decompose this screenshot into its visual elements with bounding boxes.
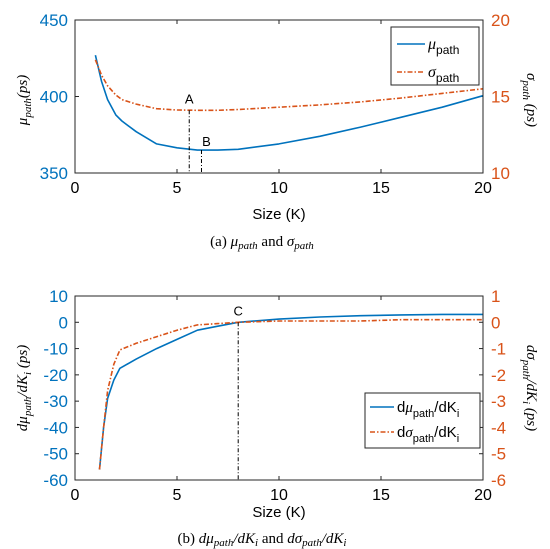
panel-a-legend-box	[390, 26, 480, 86]
panel-b-legend: dμpath/dKi dσpath/dKi	[364, 392, 481, 449]
caption-b-dmu: dμ	[199, 531, 215, 547]
panel-b-xtick-label: 15	[372, 487, 390, 504]
panel-b-ytick-left-label: -30	[43, 392, 68, 411]
panel-b-ylabel-right-unit: (ps)	[523, 404, 539, 431]
panel-b-ytick-right-label: -4	[491, 418, 506, 437]
caption-b-and: and	[258, 531, 287, 547]
caption-b-dsigma-sub: path	[301, 537, 322, 549]
panel-a-xtick-label: 15	[372, 180, 390, 197]
panel-b-ytick-right-label: 1	[491, 287, 500, 306]
panel-b-annotations: C	[234, 303, 243, 480]
caption-b-prefix: (b)	[178, 531, 199, 547]
caption-b-dmu-sub: path	[213, 537, 234, 549]
panel-b-ytick-left-label: -50	[43, 445, 68, 464]
panel-b-series-1-line	[98, 318, 483, 470]
panel-a-ytick-left-label: 450	[40, 11, 68, 30]
panel-b-axes-box	[74, 295, 484, 481]
panel-b-ylabel-left: dμpath/dKi (ps)	[15, 345, 34, 431]
panel-b-legend-box	[364, 392, 481, 449]
caption-a-sigma: σ	[287, 234, 295, 250]
annotation-B-label: B	[202, 134, 211, 149]
panel-a-xtick-label: 5	[173, 180, 182, 197]
panel-b-ytick-right-label: -6	[491, 471, 506, 490]
panel-a-ytick-left-label: 350	[40, 164, 68, 183]
annotation-A-label: A	[185, 91, 194, 106]
panel-a-ytick-right-label: 15	[491, 88, 510, 107]
panel-a-ylabel-left: μpath(ps)	[15, 75, 34, 126]
panel-b-ylabel-right-mid: /dK	[523, 378, 539, 402]
panel-a-ytick-right-label: 10	[491, 164, 510, 183]
panel-a-series	[94, 55, 484, 151]
panel-b-ytick-left-label: -10	[43, 340, 68, 359]
legend-label-dsigma: dσpath/dKi	[397, 424, 459, 445]
caption-a-mu-sub: path	[237, 240, 258, 252]
panel-a-xtick-label: 20	[474, 180, 492, 197]
panel-b-series	[98, 313, 483, 470]
panel-a-ylabel-left-main: μ	[15, 117, 31, 126]
panel-b-ytick-right-label: -2	[491, 366, 506, 385]
panel-a-ylabel-right-main: σ	[523, 73, 539, 81]
panel-b-ticks: 0 5 10 15 20100-10-20-30-40-50-6010-1-2-3-4-…	[43, 287, 506, 504]
panel-a-series-0-line	[94, 55, 484, 151]
panel-b-ytick-right-label: -1	[491, 340, 506, 359]
caption-a-prefix: (a)	[210, 234, 230, 250]
panel-b-ylabel-left-main: dμ	[15, 416, 31, 432]
panel-a-annotations: AB	[185, 91, 211, 173]
panel-b-ytick-left-label: -60	[43, 471, 68, 490]
caption-b-dsigma-i: i	[343, 537, 346, 549]
panel-b-ylabel-left-mid: /dK	[15, 374, 31, 398]
panel-b-ytick-right-label: 0	[491, 313, 500, 332]
panel-a-ylabel-left-unit: (ps)	[15, 75, 31, 98]
caption-a-sigma-sub: path	[293, 240, 314, 252]
panel-b-xlabel: Size (K)	[252, 504, 305, 521]
annotation-C-label: C	[234, 303, 243, 318]
panel-b-ytick-left-label: 0	[59, 313, 68, 332]
panel-b-ylabel-left-unit: (ps)	[15, 345, 31, 372]
panel-b-ytick-right-label: -3	[491, 392, 506, 411]
panel-a-ytick-left-label: 400	[40, 88, 68, 107]
panel-a-ylabel-left-sub: path	[22, 98, 34, 119]
caption-b-dmu-i: i	[255, 537, 258, 549]
panel-b-ylabel-left-sub2: i	[22, 372, 34, 375]
panel-b-ylabel-right-sub2: i	[520, 401, 532, 404]
panel-a-xtick-label: 0	[71, 180, 80, 197]
panel-b-xtick-label: 5	[173, 487, 182, 504]
panel-a-ylabel-right: σpath (ps)	[520, 73, 539, 127]
caption-b-dsigma-den: /dK	[321, 531, 345, 547]
panel-b-xtick-label: 20	[474, 487, 492, 504]
legend-label-sigma: σpath	[428, 64, 459, 85]
panel-b-ylabel-left-sub1: path	[22, 396, 34, 417]
panel-a-ytick-right-label: 20	[491, 11, 510, 30]
panel-b-xtick-label: 10	[270, 487, 288, 504]
panel-a-legend: μpath σpath	[390, 26, 480, 86]
panel-a-ylabel-right-sub: path	[520, 79, 532, 100]
panel-a-ticks: 0 5 10 15 20 350 400 450 10 15 20	[40, 11, 510, 197]
panel-a-xtick-label: 10	[270, 180, 288, 197]
caption-a-and: and	[258, 234, 287, 250]
panel-b-ylabel-right-main: dσ	[523, 345, 539, 361]
panel-b-ylabel-right-sub1: path	[520, 359, 532, 380]
legend-label-mu: μpath	[427, 36, 459, 57]
caption-b-dsigma: dσ	[287, 531, 303, 547]
caption-a: (a) μpath and σpath	[210, 234, 314, 252]
panel-b-xtick-label: 0	[71, 487, 80, 504]
panel-b-ytick-left-label: 10	[49, 287, 68, 306]
panel-b-series-0-line	[98, 313, 483, 470]
caption-a-mu: μ	[230, 234, 239, 250]
caption-b: (b) dμpath/dKi and dσpath/dKi	[178, 531, 347, 549]
panel-b-ylabel-right: dσpath/dKi (ps)	[520, 345, 539, 431]
panel-b-ytick-left-label: -20	[43, 366, 68, 385]
panel-b: 0 5 10 15 20100-10-20-30-40-50-6010-1-2-3-4-…	[15, 287, 539, 549]
panel-a-xlabel: Size (K)	[252, 206, 305, 223]
panel-b-ytick-right-label: -5	[491, 445, 506, 464]
panel-b-ytick-left-label: -40	[43, 418, 68, 437]
caption-b-dmu-den: /dK	[232, 531, 256, 547]
panel-a-ylabel-right-unit: (ps)	[523, 100, 539, 127]
legend-label-dmu: dμpath/dKi	[397, 399, 459, 420]
panel-a-axes-box	[74, 19, 484, 174]
